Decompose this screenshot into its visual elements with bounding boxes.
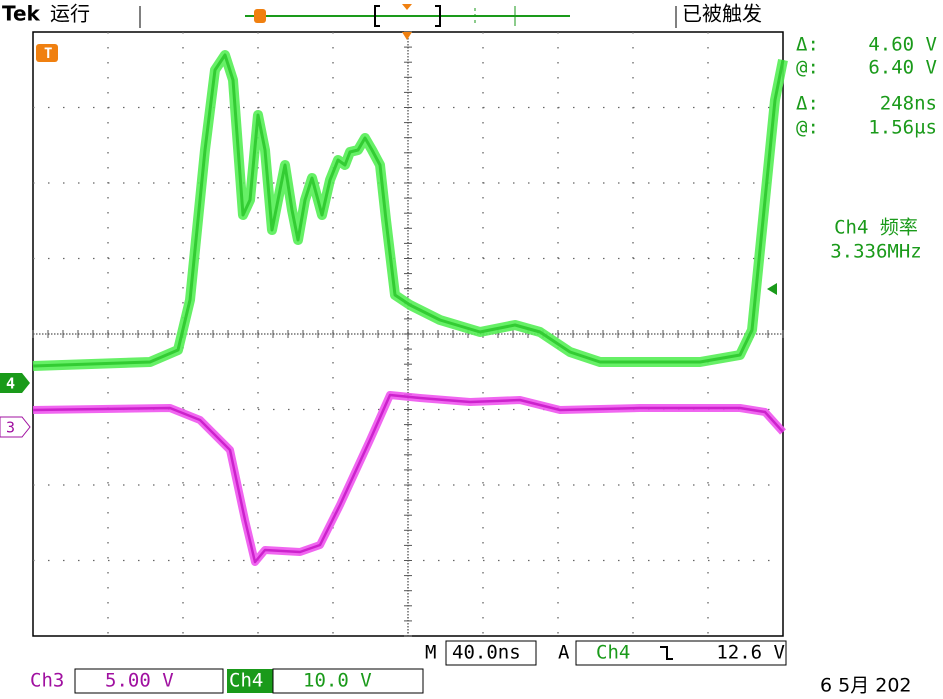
trigger-source: Ch4 <box>596 642 630 664</box>
trigger-slope <box>660 646 673 660</box>
trigger-position <box>402 32 412 40</box>
ch3-scale: 5.00 V <box>105 670 174 692</box>
measurement-label: Δ: <box>796 34 819 56</box>
ch4-scale: 10.0 V <box>303 670 372 692</box>
timebase-label: M <box>425 642 436 664</box>
ch4-name-box <box>227 669 273 693</box>
ch3-name: Ch3 <box>30 670 64 692</box>
trigger-level-marker <box>767 283 777 295</box>
timebase-value: 40.0ns <box>452 642 521 664</box>
trigger-state: 已被触发 <box>682 2 762 26</box>
graticule <box>32 31 784 637</box>
ch3-box <box>74 668 224 694</box>
date: 6 5月 202 <box>820 675 912 697</box>
ch3-marker <box>0 416 31 438</box>
ch4-waveform-core <box>32 53 785 368</box>
ch4-name: Ch4 <box>229 670 263 692</box>
ch4-marker <box>0 373 30 393</box>
run-status: 运行 <box>50 2 90 26</box>
frequency-value: 3.336MHz <box>830 241 922 263</box>
measurement-value: 4.60 V <box>868 34 937 56</box>
trigger-marker-label: T <box>44 46 52 62</box>
measurement-label: @: <box>796 57 819 79</box>
measurements: Δ: 4.60 V @: 6.40 V Δ: 248ns @: 1.56µs <box>796 34 937 139</box>
frequency-label: Ch4 频率 <box>834 217 918 239</box>
record-bar <box>245 4 570 27</box>
brand: Tek <box>2 2 41 26</box>
ch3-waveform-core <box>32 393 784 564</box>
ch4-box <box>272 668 424 694</box>
timebase-box <box>445 640 537 666</box>
measurement-label: @: <box>796 117 819 139</box>
ch4-marker-label: 4 <box>6 375 15 393</box>
trigger-box <box>575 640 787 666</box>
ch3-marker-label: 3 <box>6 419 15 437</box>
trigger-mode: A <box>558 642 570 664</box>
trigger-marker <box>36 44 58 62</box>
measurement-label: Δ: <box>796 93 819 115</box>
measurement-value: 1.56µs <box>868 117 937 139</box>
measurement-value: 248ns <box>880 93 937 115</box>
measurement-value: 6.40 V <box>868 57 937 79</box>
trigger-level: 12.6 V <box>716 642 785 664</box>
